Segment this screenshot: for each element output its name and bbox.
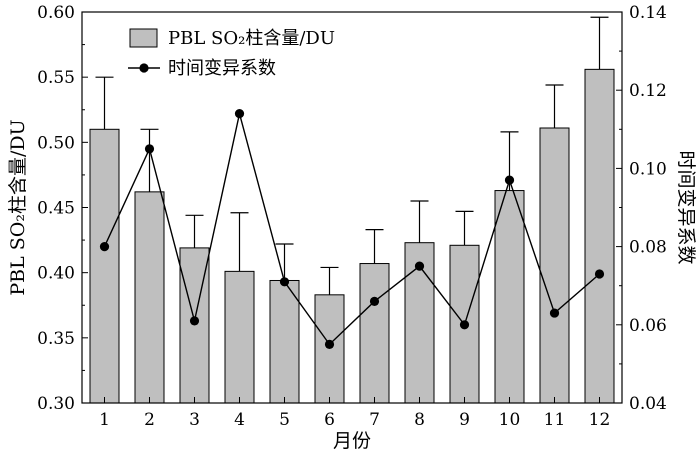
x-tick-label: 12 <box>589 410 611 430</box>
cv-point-month-12 <box>594 269 605 279</box>
left-tick-label: 0.50 <box>37 133 75 153</box>
right-axis-title: 时间变异系数 <box>675 150 697 264</box>
left-tick-label: 0.45 <box>37 199 75 219</box>
x-tick-label: 5 <box>279 410 290 430</box>
x-tick-label: 11 <box>544 410 566 430</box>
right-tick-label: 0.10 <box>629 159 667 179</box>
legend-bar-label: PBL SO₂柱含量/DU <box>168 28 335 49</box>
legend: PBL SO₂柱含量/DU 时间变异系数 <box>128 28 335 79</box>
left-axis-title: PBL SO₂柱含量/DU <box>7 119 29 295</box>
x-tick-label: 10 <box>499 410 521 430</box>
cv-point-month-11 <box>549 308 560 318</box>
x-axis-title: 月份 <box>333 430 371 452</box>
x-tick-label: 2 <box>144 410 155 430</box>
bar-month-4 <box>224 270 255 404</box>
right-tick-label: 0.14 <box>629 3 667 23</box>
cv-point-month-5 <box>279 277 290 287</box>
x-tick-label: 9 <box>459 410 470 430</box>
right-tick-label: 0.12 <box>629 81 667 101</box>
bars-layer <box>89 68 615 404</box>
left-tick-label: 0.30 <box>37 394 75 414</box>
x-tick-label: 8 <box>414 410 425 430</box>
x-tick-label: 1 <box>99 410 110 430</box>
cv-point-month-10 <box>504 175 515 185</box>
cv-point-month-3 <box>189 316 200 326</box>
error-bars-layer <box>95 16 609 295</box>
left-tick-label: 0.35 <box>37 329 75 349</box>
right-tick-label: 0.04 <box>629 394 667 414</box>
axes-layer: 0.30 0.35 0.40 0.45 0.50 0.55 0.60 0.04 0.06 0.08… <box>7 3 697 452</box>
cv-line <box>103 113 600 346</box>
legend-bar-swatch <box>129 28 158 48</box>
x-tick-label: 4 <box>234 410 245 430</box>
bar-month-7 <box>359 263 390 404</box>
left-tick-label: 0.60 <box>37 3 75 23</box>
legend-marker-swatch <box>139 63 149 73</box>
cv-point-month-4 <box>234 109 245 119</box>
x-tick-label: 6 <box>324 410 335 430</box>
bar-month-10 <box>494 190 525 404</box>
legend-line-label: 时间变异系数 <box>168 58 276 79</box>
left-tick-label: 0.55 <box>37 68 75 88</box>
right-tick-label: 0.08 <box>629 238 667 258</box>
cv-point-month-6 <box>324 339 335 349</box>
right-tick-label: 0.06 <box>629 316 667 336</box>
bar-month-2 <box>134 191 165 404</box>
cv-point-month-2 <box>144 144 155 154</box>
x-tick-label: 3 <box>189 410 200 430</box>
cv-point-month-8 <box>414 261 425 271</box>
left-tick-label: 0.40 <box>37 264 75 284</box>
bar-month-12 <box>584 68 615 404</box>
bar-month-1 <box>89 128 120 404</box>
line-layer <box>99 109 605 349</box>
x-tick-label: 7 <box>369 410 380 430</box>
cv-point-month-1 <box>99 242 110 252</box>
cv-point-month-7 <box>369 296 380 306</box>
bar-month-11 <box>539 127 570 404</box>
bar-month-5 <box>269 279 300 404</box>
cv-point-month-9 <box>459 320 470 330</box>
